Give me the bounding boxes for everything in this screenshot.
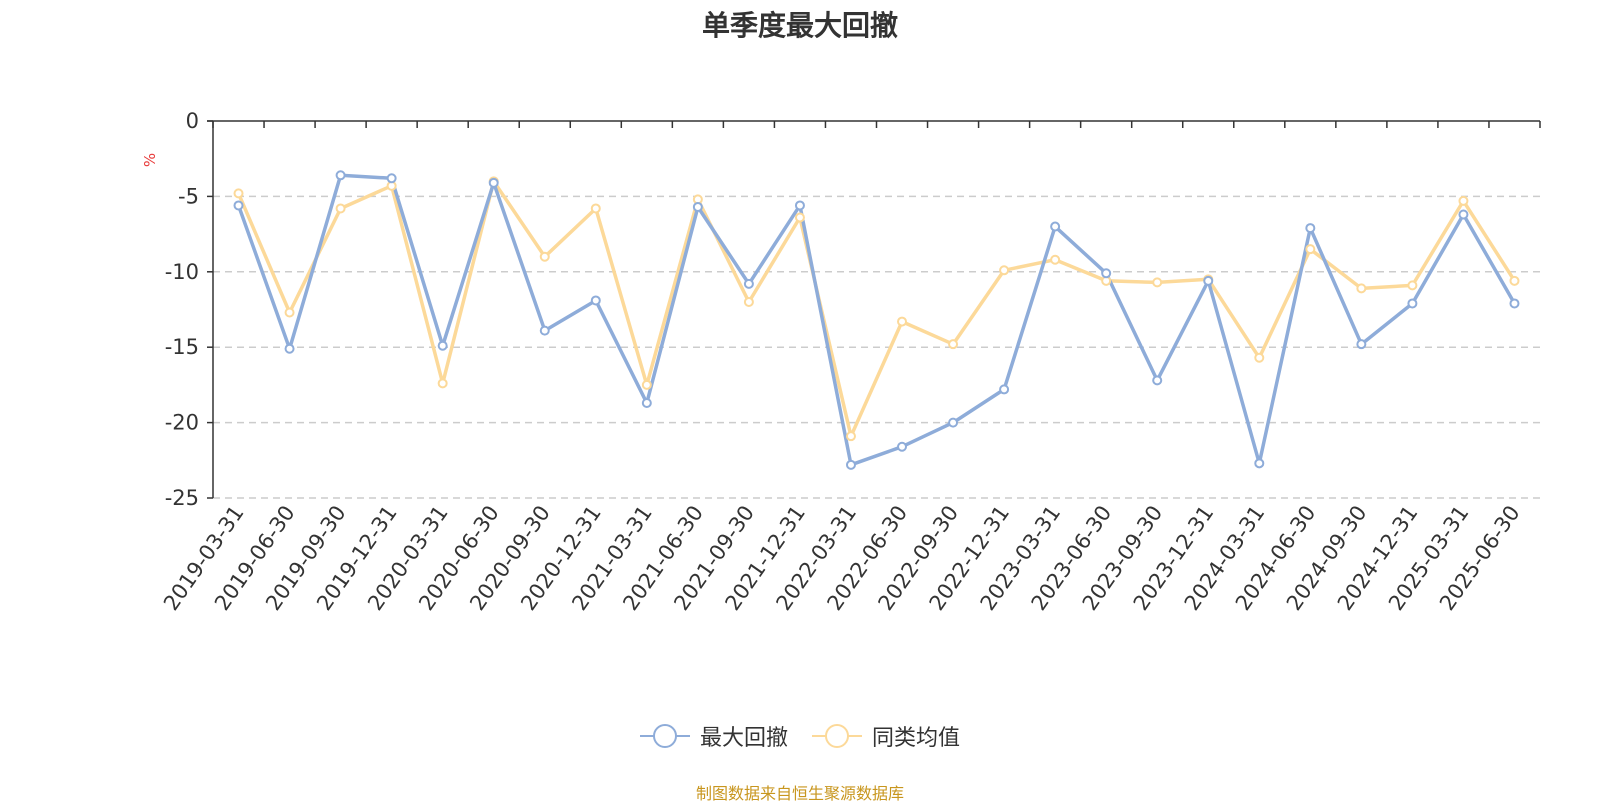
chart-title: 单季度最大回撤 <box>701 9 898 42</box>
data-point[interactable] <box>1458 195 1469 206</box>
legend-label: 同类均值 <box>872 726 961 751</box>
data-point[interactable] <box>948 417 959 428</box>
axes: 0-5-10-15-20-252019-03-312019-06-302019-… <box>159 109 1541 615</box>
data-point[interactable] <box>539 251 550 262</box>
data-point[interactable] <box>1050 254 1061 265</box>
data-point[interactable] <box>488 177 499 188</box>
data-point[interactable] <box>1254 458 1265 469</box>
data-point[interactable] <box>437 340 448 351</box>
data-point[interactable] <box>948 339 959 350</box>
data-point[interactable] <box>845 459 856 470</box>
data-point[interactable] <box>1356 339 1367 350</box>
y-tick-label: -5 <box>178 184 199 208</box>
data-point[interactable] <box>692 201 703 212</box>
legend-item-peer-average[interactable]: 同类均值 <box>812 720 960 752</box>
data-point[interactable] <box>794 212 805 223</box>
data-point[interactable] <box>1050 221 1061 232</box>
y-tick-label: -25 <box>165 486 199 510</box>
y-tick-label: -20 <box>165 411 199 435</box>
data-point[interactable] <box>539 325 550 336</box>
data-point[interactable] <box>897 441 908 452</box>
data-point[interactable] <box>335 203 346 214</box>
y-tick-label: -10 <box>165 260 199 284</box>
data-point[interactable] <box>1305 223 1316 234</box>
series-lines <box>236 173 1517 467</box>
legend-item-max-drawdown[interactable]: 最大回撤 <box>639 720 788 752</box>
y-tick-label: 0 <box>186 109 199 133</box>
y-tick-label: -15 <box>165 335 199 359</box>
data-point[interactable] <box>1305 244 1316 255</box>
data-point[interactable] <box>284 307 295 318</box>
data-point[interactable] <box>999 384 1010 395</box>
data-point[interactable] <box>590 295 601 306</box>
data-point[interactable] <box>1407 280 1418 291</box>
source-note: 制图数据来自恒生聚源数据库 <box>695 784 904 803</box>
data-point[interactable] <box>641 379 652 390</box>
data-point[interactable] <box>1509 275 1520 286</box>
legend-line-circle-icon <box>812 724 862 748</box>
data-point[interactable] <box>1152 277 1163 288</box>
data-point[interactable] <box>284 343 295 354</box>
data-point[interactable] <box>1356 283 1367 294</box>
data-point[interactable] <box>999 265 1010 276</box>
y-axis-unit-label: % <box>141 153 159 167</box>
data-point[interactable] <box>641 397 652 408</box>
data-point[interactable] <box>1407 298 1418 309</box>
series-points <box>233 170 1520 470</box>
legend-label: 最大回撤 <box>699 726 788 751</box>
legend-line-circle-icon <box>639 724 690 748</box>
data-point[interactable] <box>743 296 754 307</box>
data-point[interactable] <box>233 200 244 211</box>
data-point[interactable] <box>1509 298 1520 309</box>
data-point[interactable] <box>437 378 448 389</box>
data-point[interactable] <box>1101 268 1112 279</box>
data-point[interactable] <box>1203 275 1214 286</box>
data-point[interactable] <box>590 203 601 214</box>
data-point[interactable] <box>233 188 244 199</box>
legend: 最大回撤 同类均值 <box>0 720 1600 752</box>
data-point[interactable] <box>845 431 856 442</box>
data-point[interactable] <box>897 316 908 327</box>
data-point[interactable] <box>386 173 397 184</box>
line-chart: % 0-5-10-15-20-252019-03-312019-06-30201… <box>141 109 1541 615</box>
data-point[interactable] <box>1152 375 1163 386</box>
data-point[interactable] <box>335 170 346 181</box>
data-point[interactable] <box>1254 352 1265 363</box>
data-point[interactable] <box>743 278 754 289</box>
data-point[interactable] <box>794 200 805 211</box>
series-line <box>236 173 1517 467</box>
data-point[interactable] <box>1458 209 1469 220</box>
